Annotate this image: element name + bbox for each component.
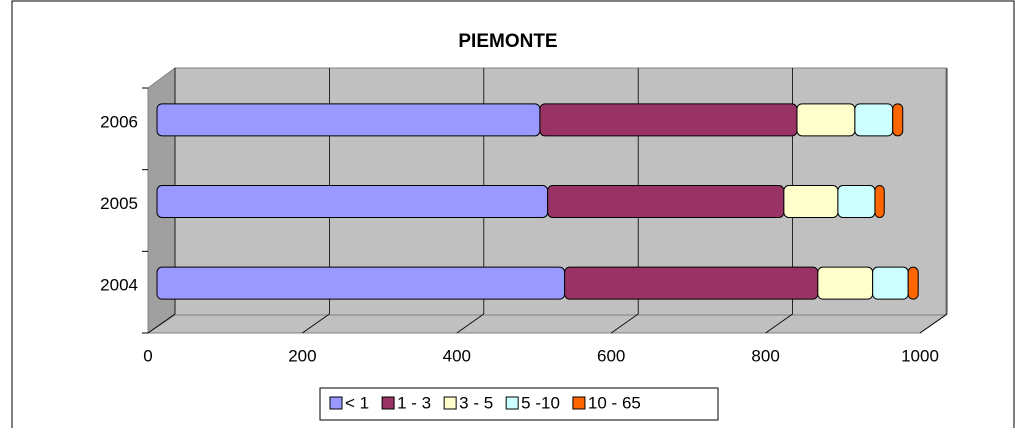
floor-line	[302, 313, 330, 334]
bar-segment	[837, 185, 876, 218]
floor-line	[147, 313, 176, 334]
bar-segment	[796, 103, 856, 137]
x-tick-label: 600	[597, 346, 625, 365]
floor	[146, 314, 948, 334]
bar-segment	[156, 103, 541, 137]
y-tick-label: 2006	[100, 112, 138, 131]
bar-segment	[564, 266, 819, 300]
floor-line	[765, 313, 793, 334]
bar-segment	[156, 185, 549, 218]
bar-segment	[892, 103, 904, 137]
bar-segment	[783, 185, 839, 218]
legend-swatch	[443, 396, 457, 410]
y-tick-label: 2004	[100, 276, 138, 295]
legend-label: 10 - 65	[588, 393, 641, 412]
legend-swatch	[572, 396, 586, 410]
floor-line	[456, 313, 485, 334]
legend-label: < 1	[345, 393, 369, 412]
legend	[319, 387, 719, 421]
bar-segment	[854, 103, 894, 137]
legend-swatch	[505, 396, 519, 410]
bar-segment	[547, 185, 785, 218]
bar-segment	[874, 185, 885, 218]
bar-segment	[872, 266, 909, 300]
y-tick-label: 2005	[100, 194, 138, 213]
floor-line	[610, 313, 639, 334]
floor-line	[919, 313, 948, 334]
x-tick-label: 400	[443, 346, 471, 365]
x-tick-label: 1000	[901, 346, 939, 365]
bar-segment	[907, 266, 919, 300]
bar-segment	[817, 266, 874, 300]
legend-label: 1 - 3	[397, 393, 431, 412]
bar-segment	[539, 103, 798, 137]
legend-label: 3 - 5	[459, 393, 493, 412]
x-tick-label: 0	[143, 346, 152, 365]
chart-title: PIEMONTE	[458, 31, 557, 52]
legend-label: 5 -10	[521, 393, 560, 412]
x-tick-label: 200	[288, 346, 316, 365]
legend-swatch	[329, 396, 343, 410]
x-tick-label: 800	[751, 346, 779, 365]
legend-swatch	[381, 396, 395, 410]
bar-segment	[156, 266, 566, 300]
